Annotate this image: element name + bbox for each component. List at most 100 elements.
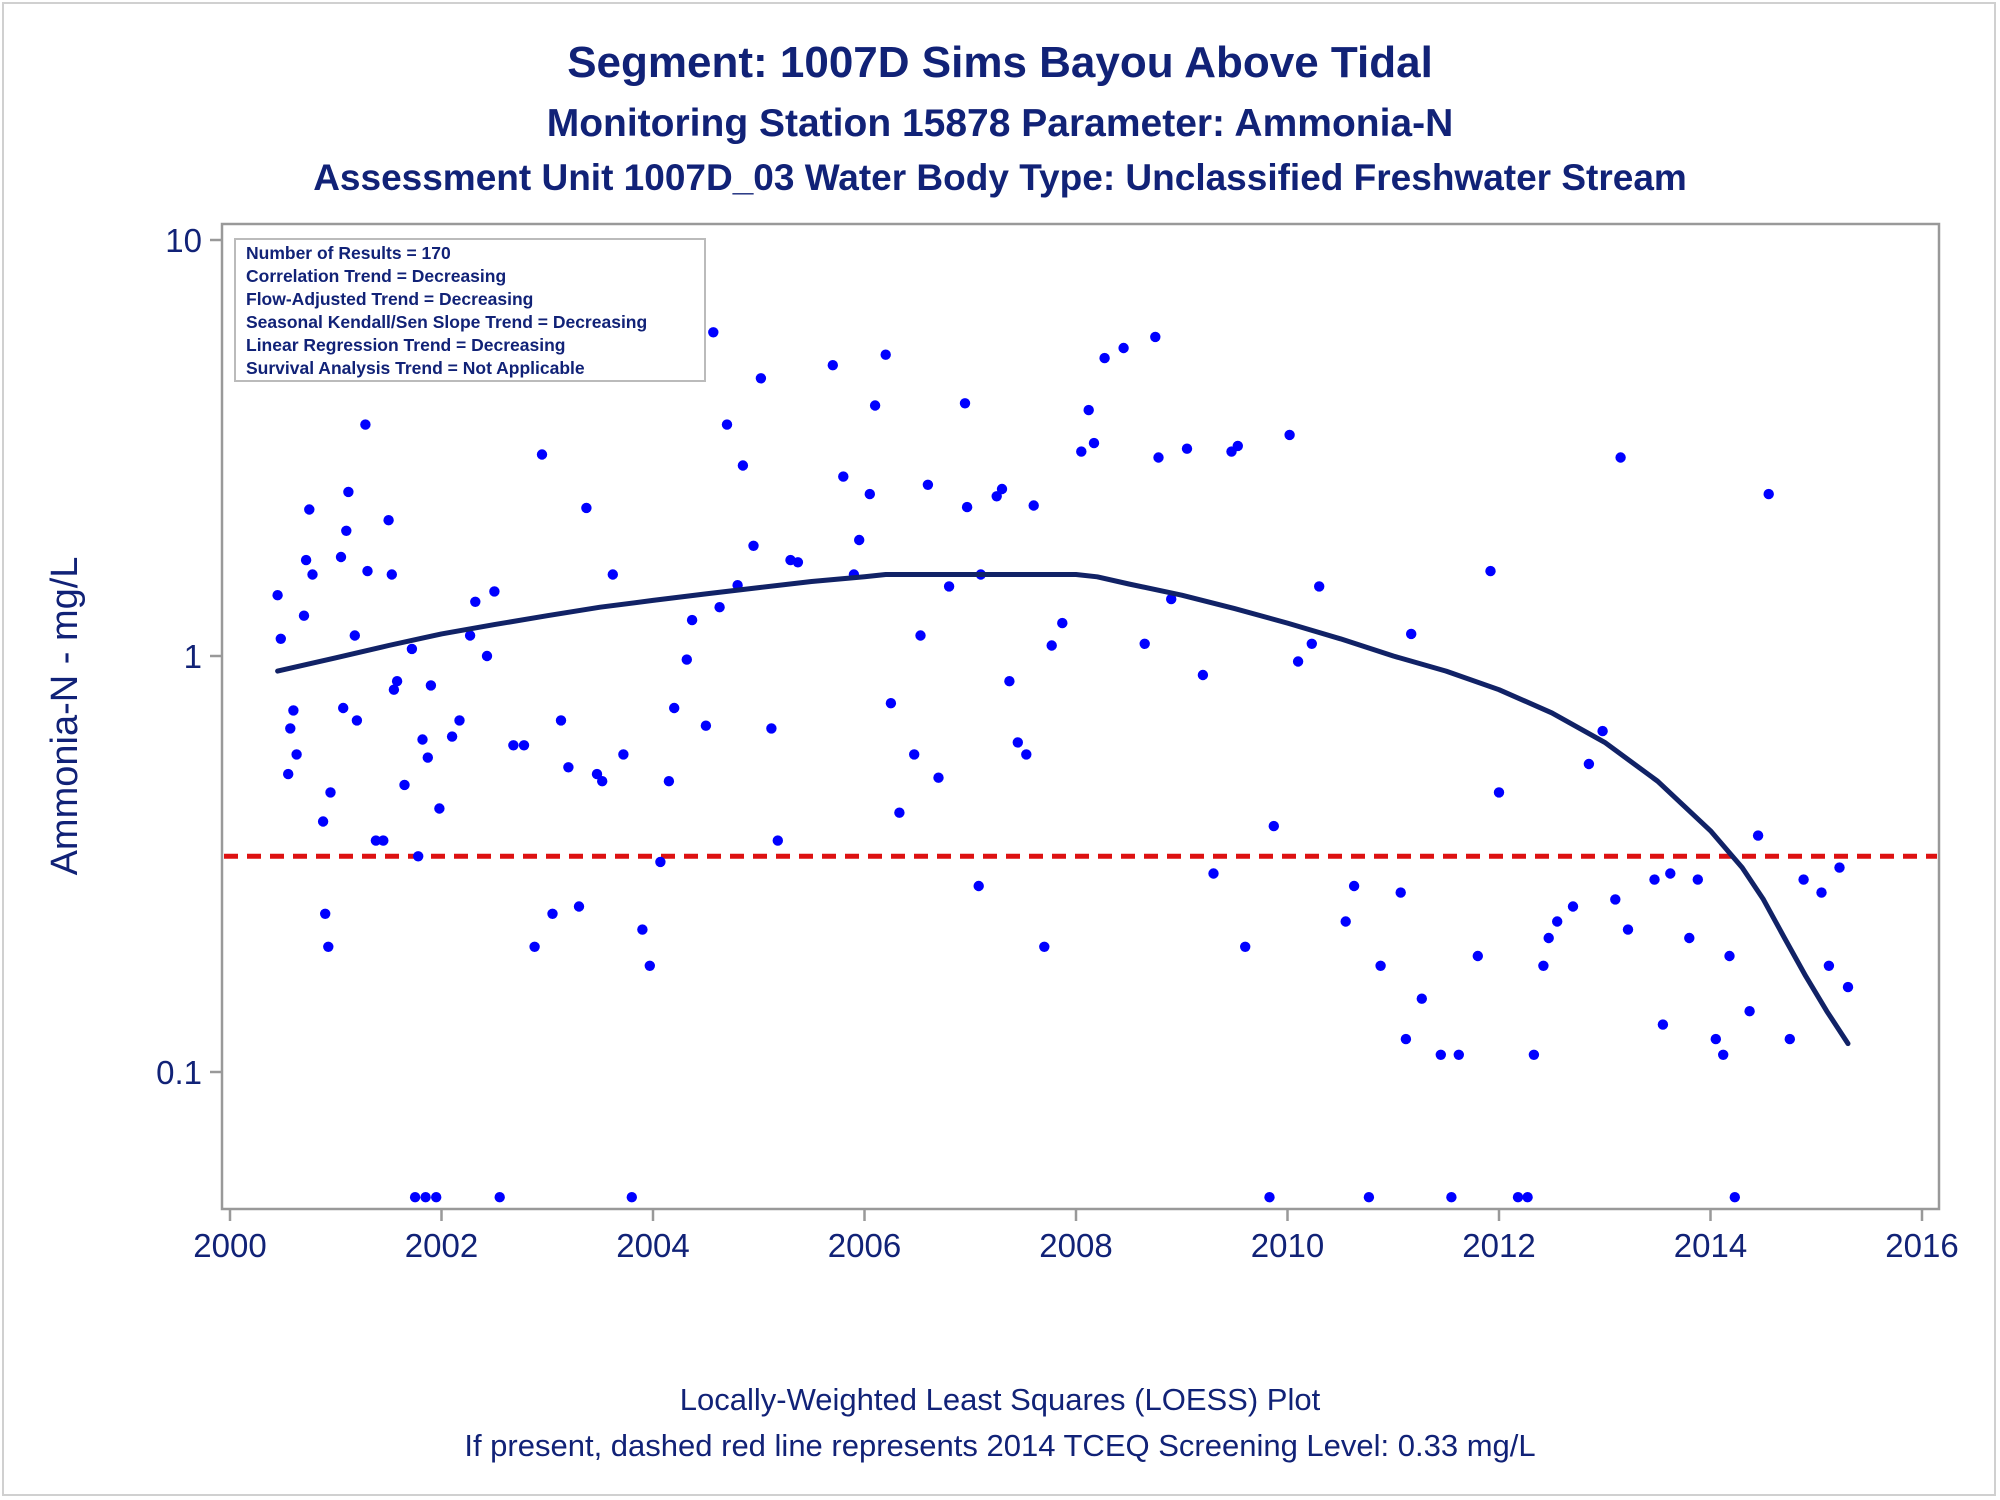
data-point <box>1763 488 1774 500</box>
data-point <box>1046 640 1057 651</box>
data-point <box>417 734 428 745</box>
chart-subtitle: Monitoring Station 15878 Parameter: Ammo… <box>546 102 1454 145</box>
data-point <box>1375 960 1386 971</box>
data-point <box>1583 758 1595 770</box>
data-point <box>854 534 865 546</box>
data-point <box>655 856 666 868</box>
loess-curve <box>275 572 1851 1047</box>
stats-correlation-trend: Correlation Trend = Decreasing <box>246 266 506 286</box>
data-point <box>1406 628 1417 640</box>
data-point <box>1395 887 1406 898</box>
data-point <box>1435 1049 1447 1061</box>
data-point <box>1240 941 1251 952</box>
data-point <box>827 360 838 371</box>
data-point <box>1012 737 1023 748</box>
data-point <box>399 779 410 791</box>
data-point <box>1340 916 1351 927</box>
footnote-screening-level: If present, dashed red line represents 2… <box>464 1428 1536 1463</box>
data-point <box>298 610 310 621</box>
data-point <box>1692 874 1704 885</box>
x-tick-label: 2004 <box>616 1227 689 1264</box>
data-point <box>464 630 476 641</box>
data-point <box>1649 874 1660 885</box>
data-point <box>626 1192 637 1203</box>
data-point <box>383 515 394 526</box>
x-tick-label: 2014 <box>1674 1227 1747 1264</box>
data-point <box>1416 993 1428 1004</box>
data-point <box>618 749 629 760</box>
data-point <box>291 749 302 760</box>
data-point <box>1314 581 1325 592</box>
data-point <box>431 1192 442 1203</box>
data-point <box>1197 669 1209 681</box>
chart-marks <box>224 327 1937 1203</box>
data-point <box>343 486 354 498</box>
data-point <box>489 586 500 597</box>
data-point <box>1842 981 1854 993</box>
data-point <box>272 590 283 601</box>
data-point <box>959 398 971 409</box>
chart-subtitle-2: Assessment Unit 1007D_03 Water Body Type… <box>313 157 1687 198</box>
data-point <box>335 551 347 563</box>
axes: 2000 2002 2004 2006 2008 2010 2012 2014 2016 10 1 0… <box>156 222 1959 1264</box>
data-point <box>1292 656 1304 667</box>
data-point <box>1485 565 1496 577</box>
data-point <box>1538 960 1549 971</box>
data-point <box>1232 440 1244 452</box>
data-point <box>422 752 433 763</box>
data-point <box>1264 1192 1275 1203</box>
data-point <box>307 569 318 580</box>
y-tick-label: 10 <box>165 222 202 259</box>
data-point <box>362 565 373 577</box>
y-tick-label: 1 <box>184 638 202 675</box>
data-point <box>285 723 296 734</box>
data-point <box>1028 500 1039 511</box>
data-point <box>1088 437 1100 449</box>
x-tick-label: 2006 <box>828 1227 901 1264</box>
data-point <box>288 705 299 716</box>
data-point <box>470 596 481 607</box>
data-point <box>700 720 712 731</box>
data-point <box>1039 941 1050 952</box>
y-axis-title: Ammonia-N - mg/L <box>44 557 86 876</box>
data-point <box>686 614 698 626</box>
data-point <box>529 941 540 952</box>
data-point <box>1744 1006 1755 1017</box>
data-point <box>581 502 592 514</box>
footnote-loess: Locally-Weighted Least Squares (LOESS) P… <box>679 1382 1321 1417</box>
data-point <box>1597 725 1608 737</box>
data-point <box>1615 452 1626 463</box>
data-point <box>1150 331 1161 343</box>
data-point <box>1798 874 1809 885</box>
data-point <box>378 835 389 846</box>
data-point <box>943 581 955 592</box>
data-point <box>563 762 574 773</box>
data-point <box>1446 1192 1457 1203</box>
stats-box-border <box>234 238 706 382</box>
stats-seasonal-kendall-trend: Seasonal Kendall/Sen Slope Trend = Decre… <box>246 312 647 332</box>
data-point <box>1718 1049 1729 1061</box>
data-point <box>320 908 331 919</box>
data-point <box>1543 932 1554 944</box>
data-point <box>370 835 382 846</box>
data-point <box>391 676 403 687</box>
data-point <box>1057 617 1068 629</box>
data-point <box>508 740 519 751</box>
data-point <box>1076 446 1087 457</box>
x-tick-label: 2008 <box>1039 1227 1112 1264</box>
data-point <box>1657 1019 1669 1030</box>
data-point <box>481 650 493 662</box>
stats-survival-analysis-trend: Survival Analysis Trend = Not Applicable <box>246 358 585 378</box>
data-point <box>518 740 530 751</box>
data-point <box>1729 1192 1741 1203</box>
x-tick-label: 2000 <box>193 1227 266 1264</box>
data-point <box>360 419 371 430</box>
data-point <box>915 630 926 641</box>
data-point <box>1610 894 1621 905</box>
stats-number-of-results: Number of Results = 170 <box>246 243 451 263</box>
data-point <box>1099 352 1110 364</box>
x-tick-label: 2016 <box>1885 1227 1958 1264</box>
data-point <box>755 373 767 384</box>
data-point <box>1284 429 1295 441</box>
data-point <box>1710 1033 1722 1045</box>
